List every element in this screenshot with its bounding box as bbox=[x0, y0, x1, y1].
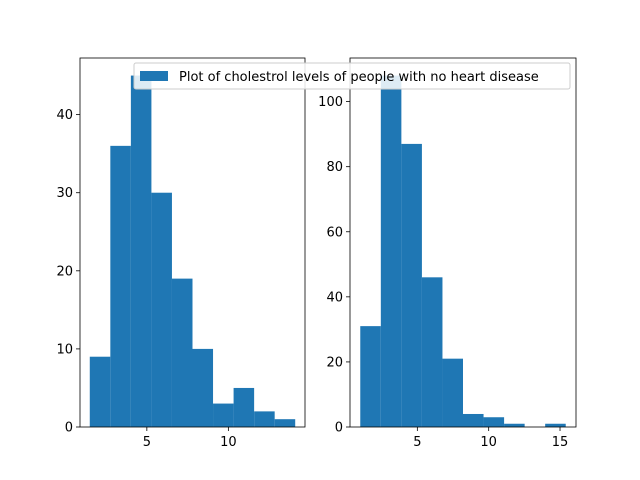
left-histogram-y-tick-label: 40 bbox=[56, 108, 73, 123]
right-histogram-y-tick-label: 0 bbox=[335, 421, 343, 436]
left-histogram-bar-9 bbox=[254, 411, 275, 427]
right-histogram-y-tick-label: 40 bbox=[326, 290, 343, 305]
legend-frame bbox=[133, 62, 571, 90]
right-histogram-bar-7 bbox=[483, 417, 505, 427]
left-histogram-y-tick-label: 20 bbox=[56, 264, 73, 279]
left-histogram-bar-3 bbox=[130, 75, 152, 427]
right-histogram-axes: 5 10 15 0 20 40 60 80 100 bbox=[318, 57, 577, 450]
left-histogram-bar-8 bbox=[233, 387, 255, 427]
legend-label: Plot of cholestrol levels of people with… bbox=[179, 70, 539, 85]
left-histogram-bar-4 bbox=[151, 192, 172, 427]
right-histogram-bar-1 bbox=[360, 326, 381, 427]
left-histogram-ticks: 5 10 0 10 20 30 40 bbox=[56, 108, 236, 450]
left-histogram-y-tick-label: 10 bbox=[56, 342, 73, 357]
right-histogram-frame bbox=[349, 57, 577, 428]
left-histogram-y-tick-label: 0 bbox=[65, 421, 73, 436]
right-histogram-x-tick-label: 5 bbox=[413, 435, 421, 450]
right-histogram-y-tick-label: 60 bbox=[326, 225, 343, 240]
legend-swatch bbox=[140, 71, 168, 81]
right-histogram-bar-4 bbox=[421, 277, 443, 427]
left-histogram-axes: 5 10 0 10 20 30 40 bbox=[56, 57, 306, 450]
left-histogram-bar-2 bbox=[110, 145, 131, 428]
legend: Plot of cholestrol levels of people with… bbox=[133, 62, 571, 90]
right-histogram-x-tick-label: 10 bbox=[480, 435, 497, 450]
right-histogram-bar-5 bbox=[442, 358, 463, 427]
left-histogram-bar-10 bbox=[274, 419, 296, 427]
left-histogram-bar-1 bbox=[89, 356, 111, 427]
left-histogram-bar-7 bbox=[213, 403, 234, 427]
right-histogram-bar-8 bbox=[504, 423, 525, 427]
left-histogram-frame bbox=[79, 57, 306, 428]
left-histogram-x-tick-label: 10 bbox=[220, 435, 237, 450]
right-histogram-ticks: 5 10 15 0 20 40 60 80 100 bbox=[318, 95, 568, 450]
left-histogram-y-tick-label: 30 bbox=[56, 186, 73, 201]
left-histogram-bars bbox=[89, 75, 296, 428]
right-histogram-x-tick-label: 15 bbox=[552, 435, 569, 450]
left-histogram-bar-5 bbox=[171, 278, 193, 427]
right-histogram-y-tick-label: 80 bbox=[326, 160, 343, 175]
right-histogram-bar-3 bbox=[401, 143, 422, 427]
right-histogram-bar-6 bbox=[463, 413, 484, 427]
right-histogram-bar-2 bbox=[380, 75, 402, 427]
right-histogram-bars bbox=[360, 75, 566, 427]
left-histogram-x-tick-label: 5 bbox=[143, 435, 151, 450]
left-histogram-bar-6 bbox=[192, 348, 214, 427]
right-histogram-y-tick-label: 100 bbox=[318, 95, 343, 110]
right-histogram-bar-10 bbox=[545, 423, 566, 427]
right-histogram-y-tick-label: 20 bbox=[326, 355, 343, 370]
